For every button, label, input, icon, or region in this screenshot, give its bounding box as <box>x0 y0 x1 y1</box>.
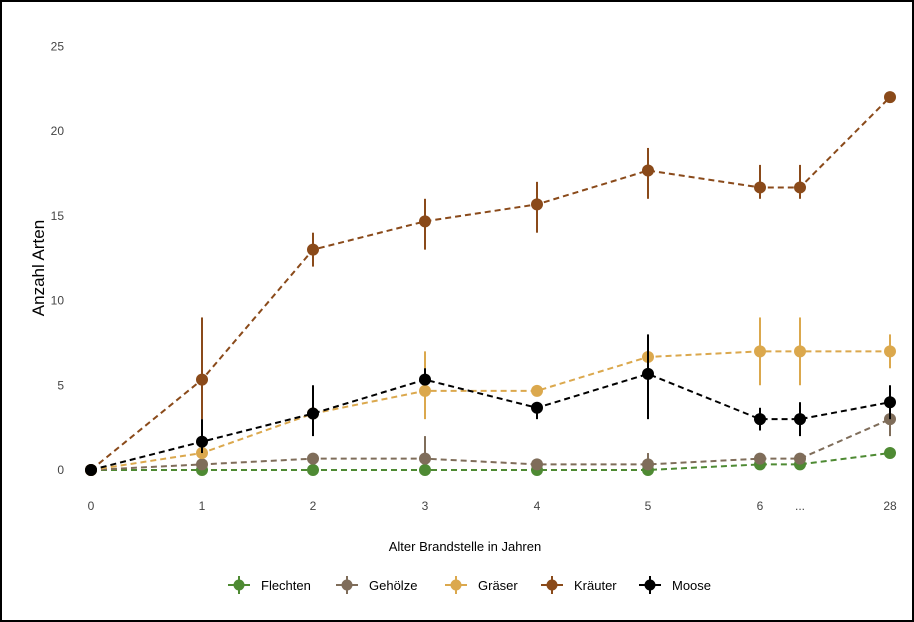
data-point <box>794 345 806 358</box>
data-point <box>307 407 319 420</box>
data-point <box>531 458 543 471</box>
data-point <box>884 447 896 460</box>
x-tick-label: ... <box>795 499 805 513</box>
x-axis-label: Alter Brandstelle in Jahren <box>389 539 541 554</box>
legend-label: Kräuter <box>574 578 617 593</box>
series-line <box>90 418 891 471</box>
x-tick-label: 4 <box>534 499 541 513</box>
data-point <box>754 181 766 194</box>
data-point <box>754 452 766 465</box>
legend-marker-icon <box>546 579 558 591</box>
data-point <box>642 367 654 380</box>
legend-item-moose: Moose <box>639 576 711 594</box>
data-point <box>196 373 208 386</box>
data-point <box>419 215 431 228</box>
y-axis-ticks: 0 5 10 15 20 25 <box>51 39 65 477</box>
legend-label: Moose <box>672 578 711 593</box>
legend-item-flechten: Flechten <box>228 576 311 594</box>
x-axis-ticks: 0 1 2 3 4 5 6... 28 <box>88 499 897 513</box>
data-point <box>196 435 208 448</box>
data-point <box>419 373 431 386</box>
y-axis-label: Anzahl Arten <box>29 220 48 316</box>
data-point <box>531 384 543 397</box>
x-tick-label: 28 <box>883 499 897 513</box>
data-point <box>794 181 806 194</box>
y-tick-label: 15 <box>51 209 65 223</box>
data-point <box>419 464 431 476</box>
data-point <box>85 464 97 476</box>
y-tick-label: 0 <box>57 463 64 477</box>
data-point <box>794 452 806 465</box>
data-point <box>307 243 319 256</box>
legend-item-kräuter: Kräuter <box>541 576 617 594</box>
x-tick-label: 0 <box>88 499 95 513</box>
legend-item-gräser: Gräser <box>445 576 518 594</box>
data-point <box>307 464 319 476</box>
series-line <box>91 452 891 471</box>
legend: Flechten Gehölze Gräser Kräuter Moose <box>228 576 711 594</box>
series-layer <box>85 91 896 476</box>
data-point <box>794 413 806 426</box>
data-point <box>642 458 654 471</box>
data-point <box>754 413 766 426</box>
data-point <box>884 91 896 104</box>
legend-marker-icon <box>341 579 353 591</box>
x-tick-label: 2 <box>310 499 317 513</box>
legend-marker-icon <box>450 579 462 591</box>
legend-label: Gräser <box>478 578 518 593</box>
x-tick-label: 5 <box>645 499 652 513</box>
x-tick-label: 1 <box>199 499 206 513</box>
data-point <box>884 345 896 358</box>
legend-item-gehölze: Gehölze <box>336 576 417 594</box>
y-tick-label: 20 <box>51 124 65 138</box>
series-line <box>90 372 891 471</box>
series-line <box>90 350 890 471</box>
legend-label: Gehölze <box>369 578 417 593</box>
y-tick-label: 5 <box>57 378 64 392</box>
data-point <box>307 452 319 465</box>
data-point <box>419 452 431 465</box>
data-point <box>196 458 208 471</box>
data-point <box>754 345 766 358</box>
legend-marker-icon <box>233 579 245 591</box>
y-tick-label: 25 <box>51 39 65 53</box>
y-tick-label: 10 <box>51 294 65 308</box>
x-tick-label: 3 <box>422 499 429 513</box>
data-point <box>531 401 543 414</box>
series-line <box>90 96 891 471</box>
x-tick-label: 6 <box>757 499 764 513</box>
data-point <box>884 396 896 409</box>
data-point <box>531 198 543 211</box>
data-point <box>642 164 654 177</box>
series-gehölze <box>85 402 896 476</box>
data-point <box>419 384 431 397</box>
legend-label: Flechten <box>261 578 311 593</box>
series-moose <box>85 334 896 476</box>
legend-marker-icon <box>644 579 656 591</box>
